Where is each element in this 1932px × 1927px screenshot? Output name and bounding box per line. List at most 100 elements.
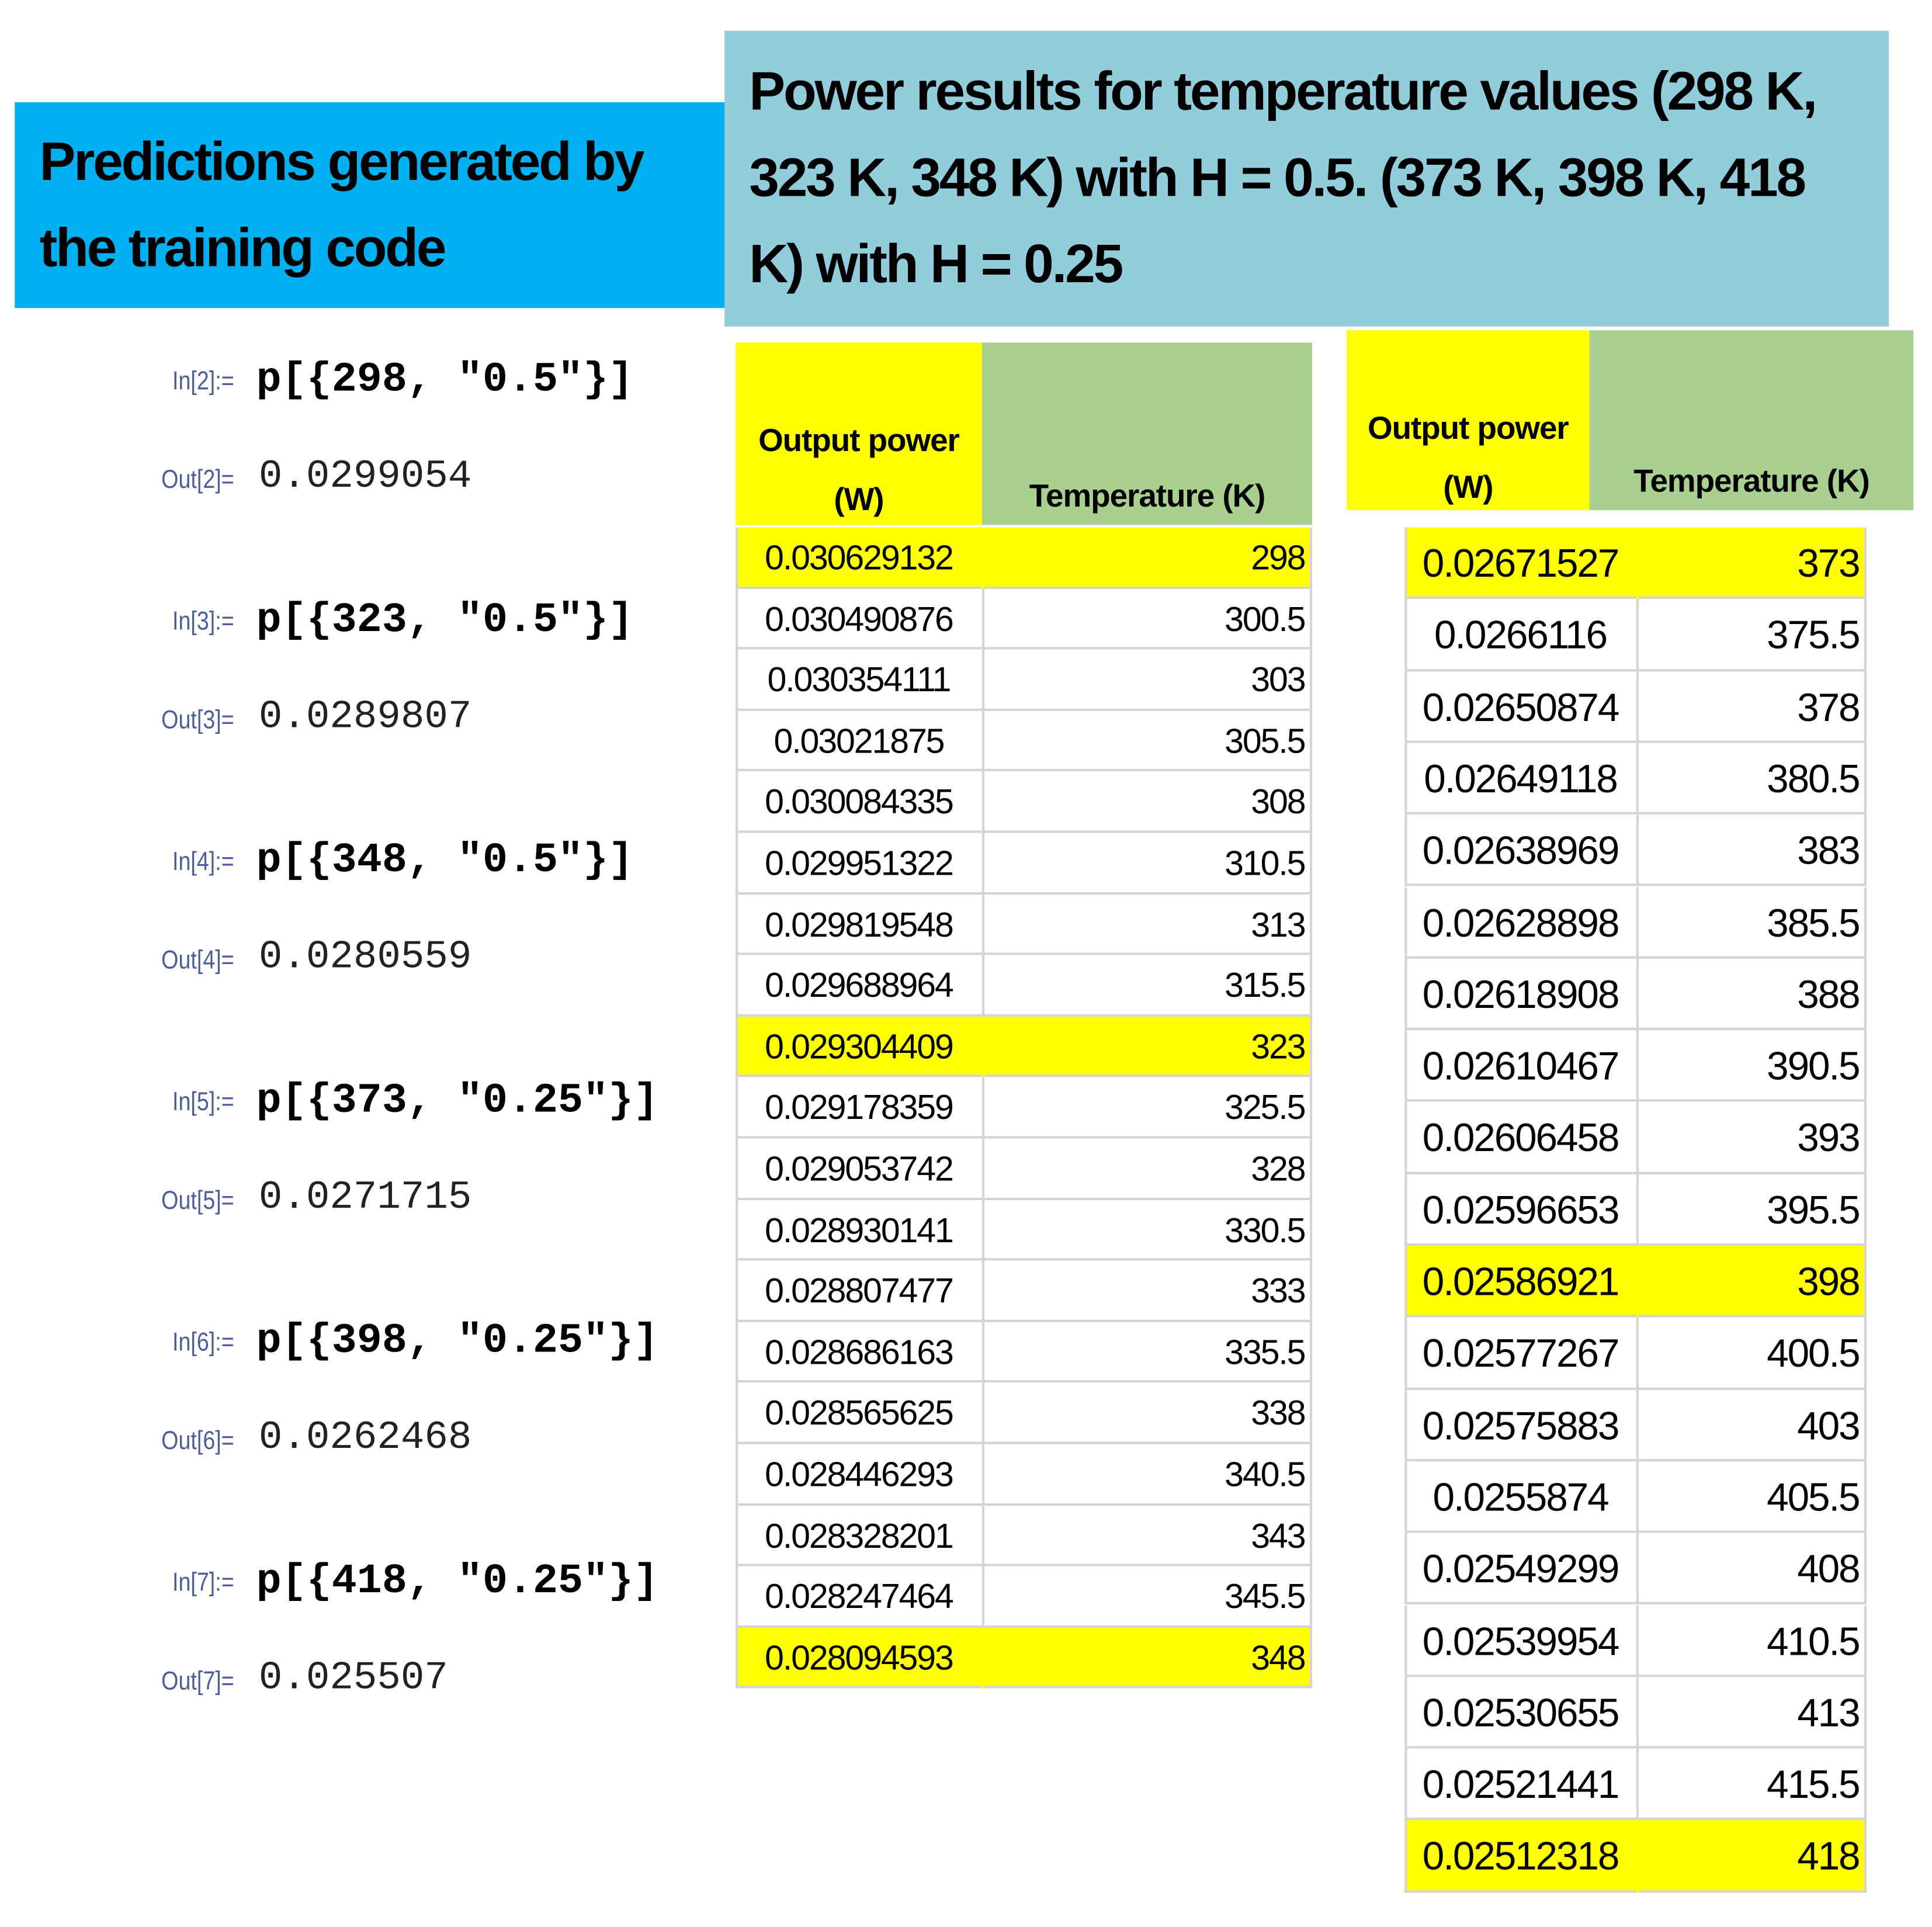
cell-divider bbox=[981, 1444, 985, 1506]
table-row bbox=[1404, 1676, 1867, 1749]
table-row bbox=[736, 1383, 1313, 1444]
table-row bbox=[1404, 1820, 1867, 1893]
column-header: Temperature (K) bbox=[1029, 477, 1266, 514]
in-label: In[5]:= bbox=[172, 1088, 234, 1117]
temperature-cell: 325.5 bbox=[1225, 1089, 1306, 1127]
cell-divider bbox=[1636, 1389, 1639, 1462]
temperature-cell: 378 bbox=[1797, 684, 1860, 729]
cell-divider bbox=[1636, 1246, 1639, 1318]
table-row bbox=[1404, 1102, 1867, 1174]
power-cell: 0.02539954 bbox=[1422, 1618, 1620, 1663]
cell-divider bbox=[1636, 1030, 1639, 1103]
cell-divider bbox=[1636, 1174, 1639, 1246]
temperature-cell: 330.5 bbox=[1225, 1211, 1306, 1249]
power-cell: 0.02521441 bbox=[1422, 1762, 1620, 1807]
table-row bbox=[736, 1627, 1313, 1689]
power-cell: 0.02512318 bbox=[1422, 1834, 1620, 1879]
out-label: Out[5]= bbox=[161, 1186, 234, 1215]
cell-divider bbox=[981, 1627, 985, 1689]
table-row bbox=[1404, 671, 1867, 743]
power-cell: 0.028328201 bbox=[765, 1516, 954, 1555]
power-cell: 0.029053742 bbox=[765, 1149, 954, 1188]
code: p[{418, "0.25"}] bbox=[256, 1558, 659, 1606]
power-cell: 0.029951322 bbox=[765, 844, 954, 883]
out-label: Out[6]= bbox=[161, 1427, 234, 1455]
temperature-cell: 390.5 bbox=[1767, 1044, 1860, 1089]
cell-divider bbox=[981, 1200, 985, 1261]
power-cell: 0.0266116 bbox=[1434, 612, 1608, 657]
power-cell: 0.030084335 bbox=[765, 783, 954, 822]
left-header-title: Predictions generated by the training co… bbox=[39, 131, 644, 279]
temperature-cell: 418 bbox=[1797, 1834, 1860, 1879]
power-cell: 0.028565625 bbox=[765, 1394, 954, 1433]
cell-divider bbox=[1636, 1102, 1639, 1174]
temperature-cell: 328 bbox=[1251, 1149, 1306, 1188]
temperature-cell: 315.5 bbox=[1225, 966, 1306, 1005]
power-cell: 0.02650874 bbox=[1422, 684, 1620, 729]
in-label: In[2]:= bbox=[172, 367, 234, 396]
column-header: Temperature (K) bbox=[1633, 462, 1870, 500]
temperature-cell: 415.5 bbox=[1767, 1762, 1860, 1807]
temperature-cell: 303 bbox=[1251, 660, 1306, 699]
power-cell: 0.029178359 bbox=[765, 1089, 954, 1127]
out-label: Out[2]= bbox=[161, 466, 234, 494]
cell-divider bbox=[1636, 743, 1639, 815]
cell-divider bbox=[981, 1505, 985, 1566]
in-label: In[7]:= bbox=[172, 1568, 234, 1597]
in-label: In[4]:= bbox=[172, 847, 234, 876]
output: 0.0262468 bbox=[258, 1415, 472, 1461]
table-row bbox=[736, 588, 1313, 650]
power-cell: 0.02586921 bbox=[1422, 1259, 1620, 1304]
table-row bbox=[1404, 1533, 1867, 1605]
power-cell: 0.02596653 bbox=[1422, 1187, 1620, 1232]
code: p[{373, "0.25"}] bbox=[256, 1078, 659, 1125]
in-label: In[6]:= bbox=[172, 1328, 234, 1357]
table-row bbox=[1404, 1461, 1867, 1533]
column-header: Output power (W) bbox=[1367, 409, 1569, 505]
temperature-cell: 400.5 bbox=[1767, 1331, 1860, 1376]
temperature-cell: 375.5 bbox=[1767, 612, 1860, 657]
table-row bbox=[736, 527, 1313, 589]
temperature-cell: 373 bbox=[1797, 540, 1860, 585]
power-cell: 0.02638969 bbox=[1422, 828, 1620, 873]
table-row bbox=[736, 1016, 1313, 1078]
power-cell: 0.030629132 bbox=[765, 538, 954, 577]
temperature-cell: 380.5 bbox=[1767, 756, 1860, 801]
power-cell: 0.02577267 bbox=[1422, 1331, 1620, 1376]
cell-divider bbox=[1636, 1676, 1639, 1749]
temperature-cell: 413 bbox=[1797, 1690, 1860, 1735]
temperature-cell: 310.5 bbox=[1225, 844, 1306, 883]
cell-divider bbox=[1636, 815, 1639, 887]
cell-divider bbox=[1636, 958, 1639, 1031]
power-cell: 0.028446293 bbox=[765, 1455, 954, 1494]
temperature-cell: 398 bbox=[1797, 1259, 1860, 1304]
table-row bbox=[1404, 527, 1867, 599]
temperature-cell: 343 bbox=[1251, 1516, 1306, 1555]
power-cell: 0.028807477 bbox=[765, 1271, 954, 1311]
power-cell: 0.02628898 bbox=[1422, 900, 1620, 945]
temperature-cell: 383 bbox=[1797, 828, 1860, 873]
power-cell: 0.030490876 bbox=[765, 599, 954, 638]
cell-divider bbox=[981, 1138, 985, 1200]
cell-divider bbox=[981, 649, 985, 711]
power-cell: 0.028094593 bbox=[765, 1638, 954, 1677]
cell-divider bbox=[981, 1566, 985, 1628]
code: p[{323, "0.5"}] bbox=[256, 597, 634, 645]
output: 0.0280559 bbox=[258, 934, 472, 980]
table-row bbox=[736, 1505, 1313, 1566]
cell-divider bbox=[1636, 671, 1639, 743]
temperature-cell: 395.5 bbox=[1767, 1187, 1860, 1232]
power-cell: 0.02530655 bbox=[1422, 1690, 1620, 1735]
out-label: Out[4]= bbox=[161, 946, 234, 975]
temperature-cell: 408 bbox=[1797, 1547, 1860, 1592]
power-cell: 0.03021875 bbox=[774, 722, 945, 760]
power-cell: 0.029688964 bbox=[765, 966, 954, 1005]
cell-divider bbox=[981, 1016, 985, 1078]
power-cell: 0.02671527 bbox=[1422, 540, 1620, 585]
table-row bbox=[736, 772, 1313, 833]
cell-divider bbox=[981, 711, 985, 772]
temperature-cell: 305.5 bbox=[1225, 722, 1306, 760]
temperature-cell: 345.5 bbox=[1225, 1577, 1306, 1616]
